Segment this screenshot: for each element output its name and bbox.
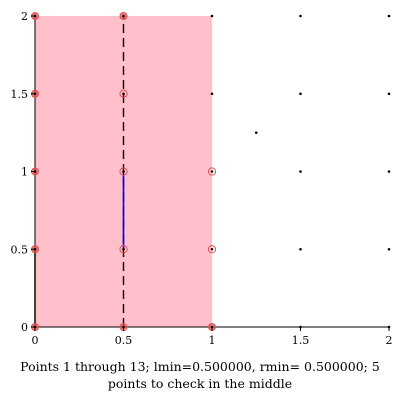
grid-point [210,170,214,173]
open-circle-marker [119,89,128,98]
x-tick-label: 2 [386,334,393,347]
grid-point [299,170,302,173]
y-tick-label: 1 [21,166,28,179]
open-circle-marker [119,245,128,254]
grid-point [122,92,125,96]
grid-point [387,170,391,173]
x-tick-label: 1 [209,334,216,347]
grid-point [254,131,258,134]
grid-point [210,92,214,96]
grid-point [387,14,391,18]
open-circle-marker [207,167,217,176]
open-circle-marker [207,245,217,254]
grid-point [299,14,302,18]
x-tick-label: 0.5 [115,334,133,347]
grid-point [122,247,125,251]
y-tick-label: 0.5 [11,243,29,256]
grid-point [122,14,125,18]
grid-point [387,92,391,96]
grid-point [299,92,302,96]
grid-point [387,247,391,251]
grid-point [122,170,125,173]
tick-layer: 0 0.5 1 1.5 2 0 0.5 1 1.5 2 [11,10,393,347]
grid-point [210,14,214,18]
grid-point [299,247,302,251]
x-tick-label: 0 [32,334,39,347]
chart-caption: Points 1 through 13; lmin=0.500000, rmin… [20,359,380,391]
y-tick-label: 0 [21,321,28,334]
y-tick-label: 2 [21,10,28,23]
grid-point [210,247,214,251]
y-tick-label: 1.5 [11,88,29,101]
open-circle-marker [119,167,128,176]
x-tick-label: 1.5 [292,334,310,347]
